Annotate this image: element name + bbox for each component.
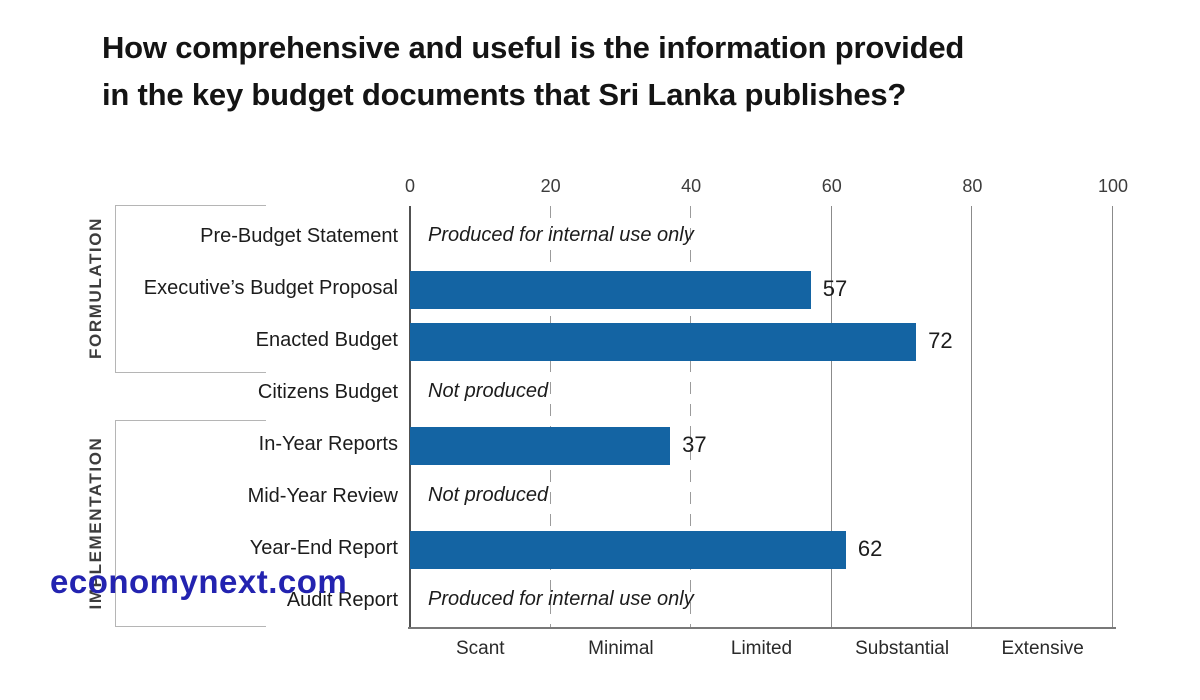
- chart-title: How comprehensive and useful is the info…: [102, 30, 965, 112]
- bar-value-label: 37: [682, 432, 707, 457]
- row-note: Not produced: [428, 380, 549, 402]
- scale-band-label: Scant: [456, 638, 505, 659]
- bar-value-label: 62: [857, 536, 883, 561]
- category-label: Enacted Budget: [255, 329, 398, 351]
- gridline-80: [971, 206, 973, 628]
- bar: [410, 323, 917, 361]
- x-tick-label: 40: [681, 176, 702, 196]
- x-tick-label: 0: [404, 176, 415, 196]
- x-tick-label: 80: [962, 176, 983, 196]
- category-label: Audit Report: [286, 589, 398, 611]
- x-axis-line: [408, 627, 1116, 629]
- row-note: Not produced: [428, 484, 549, 506]
- x-tick-label: 20: [540, 176, 561, 196]
- gridline-40: [690, 206, 692, 628]
- category-label: Citizens Budget: [257, 381, 398, 403]
- scale-band-label: Extensive: [1001, 638, 1084, 659]
- gridline-20: [549, 206, 551, 628]
- bar: [410, 271, 811, 309]
- bar-value-label: 72: [928, 328, 953, 353]
- category-label: Executive’s Budget Proposal: [143, 277, 398, 299]
- group-bracket: [115, 420, 266, 627]
- gridline-100: [1112, 206, 1113, 628]
- scale-band-label: Minimal: [588, 638, 654, 659]
- scale-band-label: Limited: [730, 638, 793, 659]
- x-tick-label: 60: [821, 176, 842, 196]
- gridline-0: [409, 206, 411, 628]
- bar: [410, 427, 671, 465]
- gridline-60: [830, 206, 832, 628]
- scale-band-label: Substantial: [855, 638, 950, 659]
- row-note: Produced for internal use only: [428, 588, 694, 610]
- bar: [410, 531, 846, 569]
- x-tick-label: 100: [1097, 176, 1129, 196]
- category-label: Year-End Report: [249, 537, 398, 559]
- watermark: economynext.com: [50, 563, 348, 600]
- bar-value-label: 57: [822, 276, 848, 301]
- group-bracket: [115, 205, 266, 373]
- category-label: Pre-Budget Statement: [200, 225, 398, 247]
- category-label: In-Year Reports: [258, 433, 398, 455]
- row-note: Produced for internal use only: [428, 224, 694, 246]
- category-label: Mid-Year Review: [247, 485, 398, 507]
